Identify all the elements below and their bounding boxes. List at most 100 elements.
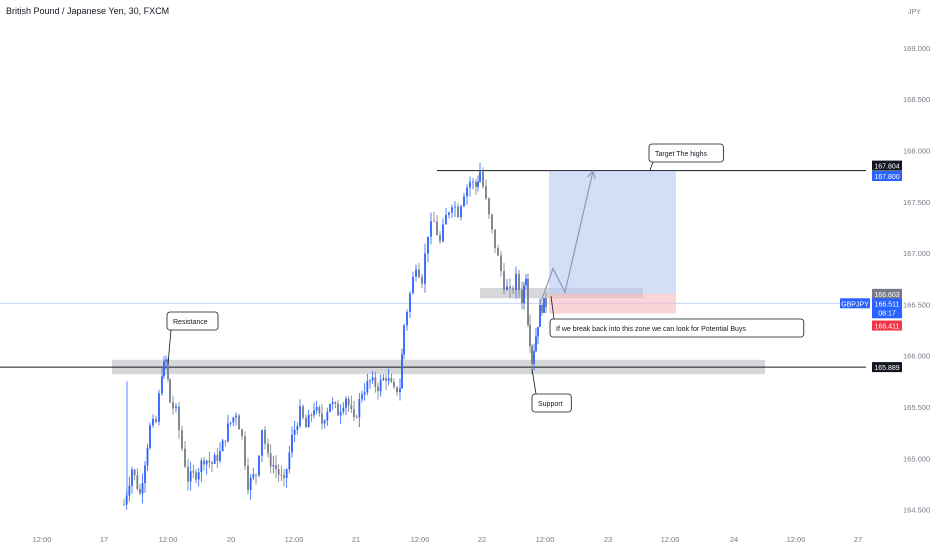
callout-box[interactable]: [531, 393, 572, 413]
y-tick-label: 168.000: [903, 147, 930, 156]
candle-body: [211, 462, 213, 464]
callout-text: Resistance: [173, 319, 208, 326]
candle-body: [133, 469, 136, 476]
candle-body: [144, 465, 146, 484]
candle-body: [205, 460, 208, 465]
candle-body: [195, 472, 197, 480]
candle-body: [280, 474, 283, 476]
x-tick-label: 21: [352, 535, 360, 544]
candle-body: [269, 453, 272, 467]
y-tick-label: 167.500: [903, 198, 930, 207]
candle-body: [371, 377, 374, 381]
loss-zone[interactable]: [549, 293, 676, 314]
callout-pointer: [550, 296, 555, 320]
candle-body: [533, 351, 535, 364]
candle-body: [264, 429, 266, 444]
chart-title: British Pound / Japanese Yen, 30, FXCM: [6, 6, 170, 16]
projection-arrowhead: [587, 169, 596, 179]
x-tick-label: 24: [730, 535, 738, 544]
candle-body: [334, 402, 337, 404]
candle-body: [345, 398, 347, 408]
candle-body: [178, 406, 180, 431]
x-tick-label: 12:00: [536, 535, 555, 544]
candle-body: [424, 253, 426, 284]
candle-body: [363, 392, 366, 395]
x-tick-label: 12:00: [787, 535, 806, 544]
candle-body: [161, 376, 163, 394]
candle-body: [293, 429, 296, 435]
candle-body: [197, 472, 200, 480]
candle-body: [128, 485, 131, 496]
candle-body: [247, 465, 249, 491]
candle-body: [350, 405, 353, 410]
candle-body: [192, 471, 195, 473]
y-tick-label: 166.000: [903, 352, 930, 361]
callout-pointer: [649, 161, 654, 171]
candle-body: [141, 483, 144, 494]
x-tick-label: 22: [478, 535, 486, 544]
candle-body: [537, 326, 539, 337]
candle-body: [275, 465, 277, 470]
candle-body: [539, 304, 541, 327]
candle-body: [208, 460, 211, 463]
candle-body: [366, 381, 369, 393]
x-tick-label: 12:00: [411, 535, 430, 544]
candle-body: [203, 460, 205, 465]
candle-body: [361, 394, 363, 400]
candle-body: [409, 293, 411, 312]
x-tick-label: 17: [100, 535, 108, 544]
candle-body: [200, 460, 203, 473]
candle-body: [355, 416, 358, 418]
candle-body: [466, 187, 468, 197]
candle-body: [224, 440, 227, 442]
candle-body: [310, 415, 313, 416]
candle-body: [291, 434, 293, 453]
candle-body: [454, 206, 456, 208]
candle-body: [531, 346, 533, 364]
candle-body: [535, 336, 537, 352]
candle-body: [439, 234, 441, 242]
price-label: 167.800: [874, 174, 899, 181]
candle-body: [369, 380, 371, 382]
candle-body: [125, 495, 128, 505]
candle-body: [545, 298, 547, 307]
callout-box[interactable]: [549, 318, 805, 338]
price-label-bg: [872, 288, 902, 299]
callout-box[interactable]: [648, 143, 724, 163]
callout-pointer: [531, 368, 537, 395]
candle-body: [523, 285, 525, 304]
candle-body: [477, 181, 479, 187]
projection-path[interactable]: [539, 170, 594, 305]
y-tick-label: 167.000: [903, 249, 930, 258]
candle-body: [167, 359, 169, 380]
candle-body: [460, 206, 462, 218]
candle-body: [353, 409, 355, 417]
candle-body: [213, 455, 216, 464]
x-tick-label: 27: [854, 535, 862, 544]
candle-body: [442, 224, 444, 242]
callout-box[interactable]: [166, 311, 219, 331]
candle-body: [494, 229, 496, 249]
candle-body: [169, 379, 171, 403]
candle-body: [184, 448, 186, 467]
candle-body: [541, 304, 543, 313]
price-label: 166.511: [875, 301, 900, 308]
candle-body: [415, 269, 417, 277]
candle-body: [506, 286, 508, 290]
candle-body: [543, 298, 545, 313]
profit-zone[interactable]: [549, 171, 676, 294]
price-label-bg: [872, 320, 902, 331]
x-tick-label: 12:00: [159, 535, 178, 544]
candle-body: [339, 411, 342, 416]
candle-body: [123, 504, 125, 506]
candle-body: [433, 221, 435, 223]
candle-body: [296, 426, 299, 430]
candle-body: [445, 214, 447, 225]
price-label-bg: [872, 160, 902, 171]
candle-body: [302, 406, 304, 418]
symbol-badge-bg: [840, 298, 870, 309]
candle-body: [326, 411, 329, 421]
candle-body: [238, 415, 240, 430]
